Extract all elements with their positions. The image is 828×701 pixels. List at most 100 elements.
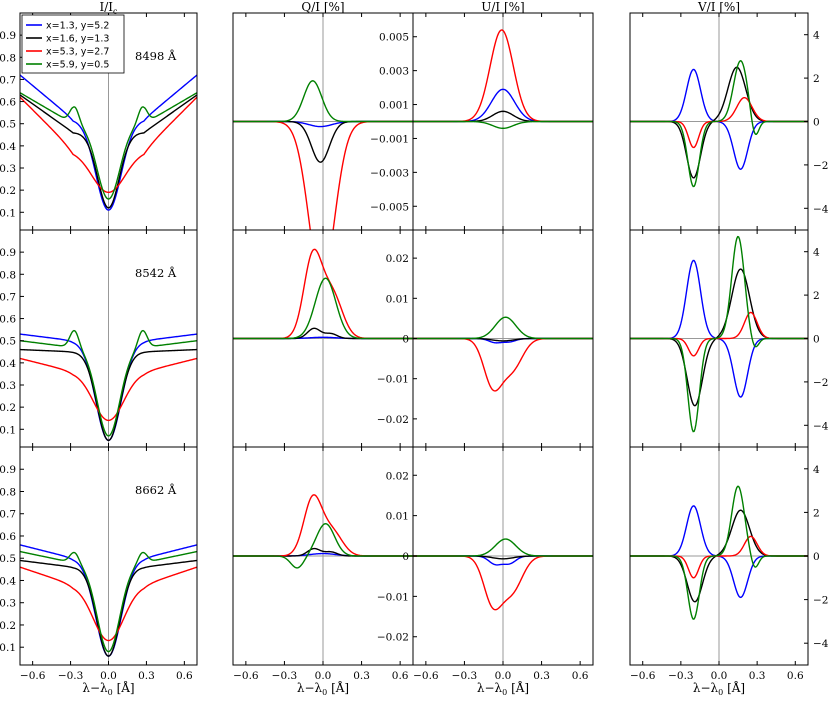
y-tick-label: 0.1 <box>0 424 16 436</box>
y-tick-label: 0.4 <box>0 358 16 370</box>
x-tick-label: 0.3 <box>138 670 155 682</box>
x-tick-label: 0.6 <box>787 670 804 682</box>
series-line-2 <box>20 348 197 442</box>
x-axis-label: λ−λ0 [Å] <box>477 680 529 697</box>
column-title-main: Q/I [%] <box>301 0 344 14</box>
x-tick-label: −0.6 <box>630 670 656 682</box>
series-line-2 <box>20 94 197 209</box>
line-wavelength-label: 8542 Å <box>135 266 177 280</box>
x-tick-label: −0.3 <box>452 670 478 682</box>
series-line-4 <box>233 277 413 340</box>
series-group <box>413 29 593 129</box>
panel-I-row-1: 0.1 0.2 0.3 0.4 0.5 0.6 0.7 0.8 0.9 8498 Å <box>0 12 198 231</box>
y-tick-label: 0.6 <box>0 314 16 326</box>
y-tick-label: 4 <box>813 247 820 259</box>
x-tick-label: 0.6 <box>176 670 193 682</box>
y-tick-label: 0.1 <box>0 207 16 219</box>
x-axis-label: λ−λ0 [Å] <box>693 680 745 697</box>
y-tick-label: 0.8 <box>0 269 16 281</box>
y-tick-label: 0 <box>813 551 820 563</box>
x-axis-label-unit: [Å] <box>507 680 529 695</box>
y-tick-label: 0.7 <box>0 291 16 303</box>
panel-Q-row-1 <box>232 12 414 231</box>
y-tick-label: −2 <box>813 160 828 172</box>
y-tick-label: −0.005 <box>370 201 409 213</box>
y-tick-label: 0.5 <box>0 336 16 348</box>
y-tick-label: 2 <box>813 290 820 302</box>
series-line-3 <box>20 96 197 194</box>
y-tick-label: 0 <box>813 117 820 129</box>
y-tick-label: 0.01 <box>386 511 409 523</box>
y-tick-label: −4 <box>813 420 828 432</box>
x-tick-label: 0.0 <box>711 670 728 682</box>
x-tick-label: 0.0 <box>315 670 332 682</box>
y-tick-label: 4 <box>813 30 820 42</box>
y-tick-label: 4 <box>813 464 820 476</box>
series-group <box>233 248 413 340</box>
series-line-4 <box>233 80 413 123</box>
legend-entry-3: x=5.3, y=2.7 <box>46 47 109 58</box>
series-group <box>413 538 593 611</box>
series-line-3 <box>20 357 197 422</box>
x-axis-label-subscript: 0 <box>108 688 113 697</box>
y-tick-label: −0.02 <box>377 414 409 426</box>
panel-V-row-3: −4 −2 0 2 4 −0.6 −0.3 0.0 0.3 0.6 <box>629 446 828 682</box>
x-tick-label: 0.3 <box>749 670 766 682</box>
legend-entry-1: x=1.3, y=5.2 <box>46 21 109 32</box>
y-tick-label: 0.1 <box>0 642 16 654</box>
panel-U-row-1: −0.005 −0.003 −0.001 0.001 0.003 0.005 <box>370 12 594 231</box>
series-group <box>630 60 808 188</box>
panel-Q-row-3: −0.6 −0.3 0.0 0.3 0.6 <box>232 446 414 682</box>
y-tick-label: 0.2 <box>0 185 16 197</box>
y-tick-label: 0.02 <box>386 253 409 265</box>
y-tick-label: 0.4 <box>0 575 16 587</box>
x-tick-label: −0.6 <box>413 670 439 682</box>
y-tick-label: 0.5 <box>0 119 16 131</box>
y-tick-label: 0.7 <box>0 509 16 521</box>
series-line-1 <box>20 74 197 211</box>
y-tick-label: 0.9 <box>0 247 16 259</box>
x-tick-label: 0.0 <box>495 670 512 682</box>
y-tick-label: −0.01 <box>377 374 409 386</box>
panel-V-row-2: −4 −2 0 2 4 <box>629 229 828 448</box>
x-tick-label: 0.0 <box>100 670 117 682</box>
x-tick-label: −0.3 <box>668 670 694 682</box>
series-line-4 <box>20 550 197 653</box>
column-title-main: U/I [%] <box>481 0 524 14</box>
y-tick-label: 0.9 <box>0 464 16 476</box>
y-tick-label: 0.005 <box>379 32 409 44</box>
y-tick-label: 0.3 <box>0 380 16 392</box>
y-tick-label: 0.01 <box>386 293 409 305</box>
x-axis-label-main: λ−λ <box>477 681 503 695</box>
column-title-main: I/I <box>99 0 113 14</box>
y-tick-label: −4 <box>813 638 828 650</box>
series-group <box>233 494 413 569</box>
x-axis-label-main: λ−λ <box>297 681 323 695</box>
y-tick-label: 0.9 <box>0 30 16 42</box>
x-axis-label-subscript: 0 <box>502 688 507 697</box>
x-axis-label-subscript: 0 <box>322 688 327 697</box>
y-tick-label: −0.001 <box>370 133 409 145</box>
x-axis-label-unit: [Å] <box>723 680 745 695</box>
y-tick-label: −4 <box>813 203 828 215</box>
x-axis-label-main: λ−λ <box>693 681 719 695</box>
y-tick-label: 0.02 <box>386 470 409 482</box>
y-tick-label: −0.01 <box>377 591 409 603</box>
y-tick-label: 0.8 <box>0 486 16 498</box>
x-axis-label: λ−λ0 [Å] <box>297 680 349 697</box>
legend-entry-4: x=5.9, y=0.5 <box>46 60 109 71</box>
y-tick-label: 0 <box>813 334 820 346</box>
x-tick-label: 0.6 <box>392 670 409 682</box>
panel-I-row-3: 0.1 0.2 0.3 0.4 0.5 0.6 0.7 0.8 0.9 −0.6 −0.3 0.0 0.… <box>0 446 198 682</box>
panel-I-row-2: 0.1 0.2 0.3 0.4 0.5 0.6 0.7 0.8 0.9 8542 Å <box>0 229 198 448</box>
panel-U-row-3: −0.02 −0.01 0 0.01 0.02 −0.6 −0.3 0.0 0.3 0.6 <box>377 446 594 682</box>
series-group <box>20 329 197 442</box>
series-group <box>20 544 197 657</box>
series-group <box>630 485 808 620</box>
series-group <box>630 235 808 433</box>
x-axis-label-unit: [Å] <box>327 680 349 695</box>
column-title-U: U/I [%] <box>481 0 524 14</box>
x-axis-label-unit: [Å] <box>113 680 135 695</box>
x-tick-label: −0.6 <box>20 670 46 682</box>
